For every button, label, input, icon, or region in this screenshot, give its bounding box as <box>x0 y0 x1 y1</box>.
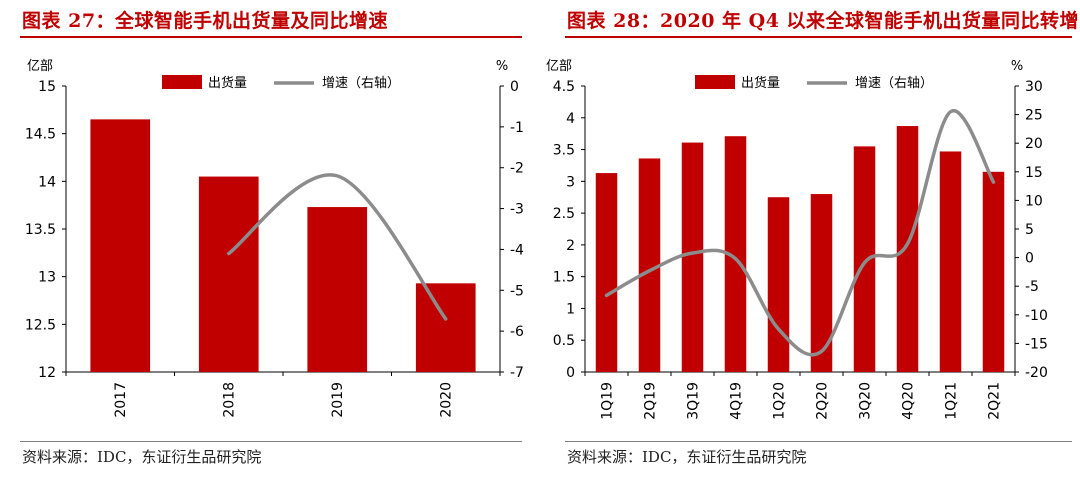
left-source-note: 资料来源：IDC，东证衍生品研究院 <box>22 448 262 466</box>
left-right-tick-label: -4 <box>510 242 524 258</box>
right-left-tick-label: 1 <box>566 301 575 317</box>
left-x-tick-label: 2020 <box>439 382 455 418</box>
right-right-tick-label: 25 <box>1025 108 1043 124</box>
right-right-tick-label: 5 <box>1025 222 1034 238</box>
left-footer-rule <box>20 441 522 442</box>
right-right-tick-label: -15 <box>1025 336 1048 352</box>
left-legend-bar-swatch <box>162 75 202 89</box>
left-legend-bar-label: 出货量 <box>208 75 247 91</box>
right-bar <box>724 136 747 372</box>
right-legend-bar-label: 出货量 <box>741 75 780 91</box>
left-left-tick-label: 15 <box>38 79 56 95</box>
right-chart-svg: 4.5 4 3.5 3 2.5 2 1.5 1 0.5 0 30 25 20 15 10 5 0 -5 -10 -15… <box>546 59 1048 420</box>
right-chart-panel: 图表 28：2020 年 Q4 以来全球智能手机出货量同比转增 4.5 4 3.5 3… <box>545 0 1080 479</box>
right-bar <box>638 158 661 372</box>
left-yleft-unit: 亿部 <box>27 59 53 74</box>
right-right-tick-label: -20 <box>1025 365 1048 381</box>
right-left-tick-label: 0 <box>566 365 575 381</box>
left-right-tick-label: 0 <box>510 79 519 95</box>
right-left-tick-label: 3.5 <box>553 143 575 159</box>
right-footer-rule <box>565 441 1072 442</box>
left-bar <box>415 283 476 372</box>
right-left-tick-label: 3 <box>566 174 575 190</box>
right-left-tick-label: 2.5 <box>553 206 575 222</box>
left-left-tick-label: 13 <box>38 270 56 286</box>
left-bar <box>90 119 151 372</box>
right-bar <box>982 171 1005 372</box>
right-bar <box>767 197 790 372</box>
left-bar <box>307 207 368 372</box>
left-right-tick-label: -1 <box>510 120 524 136</box>
right-right-tick-label: 20 <box>1025 136 1043 152</box>
right-source-note: 资料来源：IDC，东证衍生品研究院 <box>567 448 807 466</box>
left-bar <box>198 176 259 372</box>
right-right-tick-label: 10 <box>1025 193 1043 209</box>
right-yleft-unit: 亿部 <box>546 59 572 74</box>
right-growth-line <box>604 109 996 357</box>
right-x-tick-label: 1Q19 <box>599 382 615 420</box>
right-left-tick-label: 0.5 <box>553 333 575 349</box>
right-bar <box>896 126 919 372</box>
left-left-tick-label: 12.5 <box>25 317 56 333</box>
right-left-tick-label: 4.5 <box>553 79 575 95</box>
left-right-tick-label: -3 <box>510 202 524 218</box>
right-legend-line-label: 增速（右轴） <box>855 76 933 91</box>
right-right-tick-label: -10 <box>1025 308 1048 324</box>
right-x-tick-label: 2Q21 <box>986 382 1002 420</box>
left-title-rule <box>20 36 522 38</box>
right-right-tick-label: 0 <box>1025 251 1034 267</box>
left-left-tick-label: 13.5 <box>25 222 56 238</box>
right-title-rule <box>565 36 1072 38</box>
right-legend-bar-swatch <box>695 75 735 89</box>
right-x-tick-label: 1Q21 <box>943 382 959 420</box>
right-left-tick-label: 4 <box>566 111 575 127</box>
right-x-tick-label: 2Q19 <box>642 382 658 420</box>
right-x-tick-label: 1Q20 <box>771 382 787 420</box>
right-bar <box>681 142 704 372</box>
left-x-tick-label: 2018 <box>222 382 238 418</box>
left-right-tick-label: -2 <box>510 161 524 177</box>
right-x-tick-label: 2Q20 <box>814 382 830 420</box>
right-chart-title: 图表 28：2020 年 Q4 以来全球智能手机出货量同比转增 <box>567 10 1080 32</box>
right-x-tick-label: 3Q19 <box>685 382 701 420</box>
right-bar <box>810 194 833 372</box>
right-bar <box>853 146 876 372</box>
right-x-tick-label: 4Q19 <box>728 382 744 420</box>
left-chart-panel: 图表 27：全球智能手机出货量及同比增速 15 14.5 14 13.5 13 12.5 1… <box>0 0 530 479</box>
right-bar <box>595 173 618 372</box>
left-x-tick-label: 2019 <box>330 382 346 418</box>
left-chart-svg: 15 14.5 14 13.5 13 12.5 12 0 -1 -2 -3 -4 -5 -6 -7 亿部 % 20… <box>25 59 524 418</box>
right-left-tick-label: 2 <box>566 238 575 254</box>
left-right-tick-label: -6 <box>510 324 524 340</box>
right-right-tick-label: -5 <box>1025 279 1039 295</box>
left-left-tick-label: 12 <box>38 365 56 381</box>
left-left-tick-label: 14 <box>38 174 56 190</box>
left-right-tick-label: -7 <box>510 365 524 381</box>
right-right-tick-label: 15 <box>1025 165 1043 181</box>
right-left-tick-label: 1.5 <box>553 270 575 286</box>
right-bar <box>939 151 962 372</box>
left-x-tick-label: 2017 <box>113 382 129 418</box>
left-right-tick-label: -5 <box>510 283 524 299</box>
left-left-tick-label: 14.5 <box>25 127 56 143</box>
left-yright-unit: % <box>496 59 508 74</box>
right-x-tick-label: 3Q20 <box>857 382 873 420</box>
left-chart-title: 图表 27：全球智能手机出货量及同比增速 <box>22 10 389 32</box>
left-legend-line-label: 增速（右轴） <box>322 76 400 91</box>
right-right-tick-label: 30 <box>1025 79 1043 95</box>
right-yright-unit: % <box>1011 59 1023 74</box>
right-x-tick-label: 4Q20 <box>900 382 916 420</box>
